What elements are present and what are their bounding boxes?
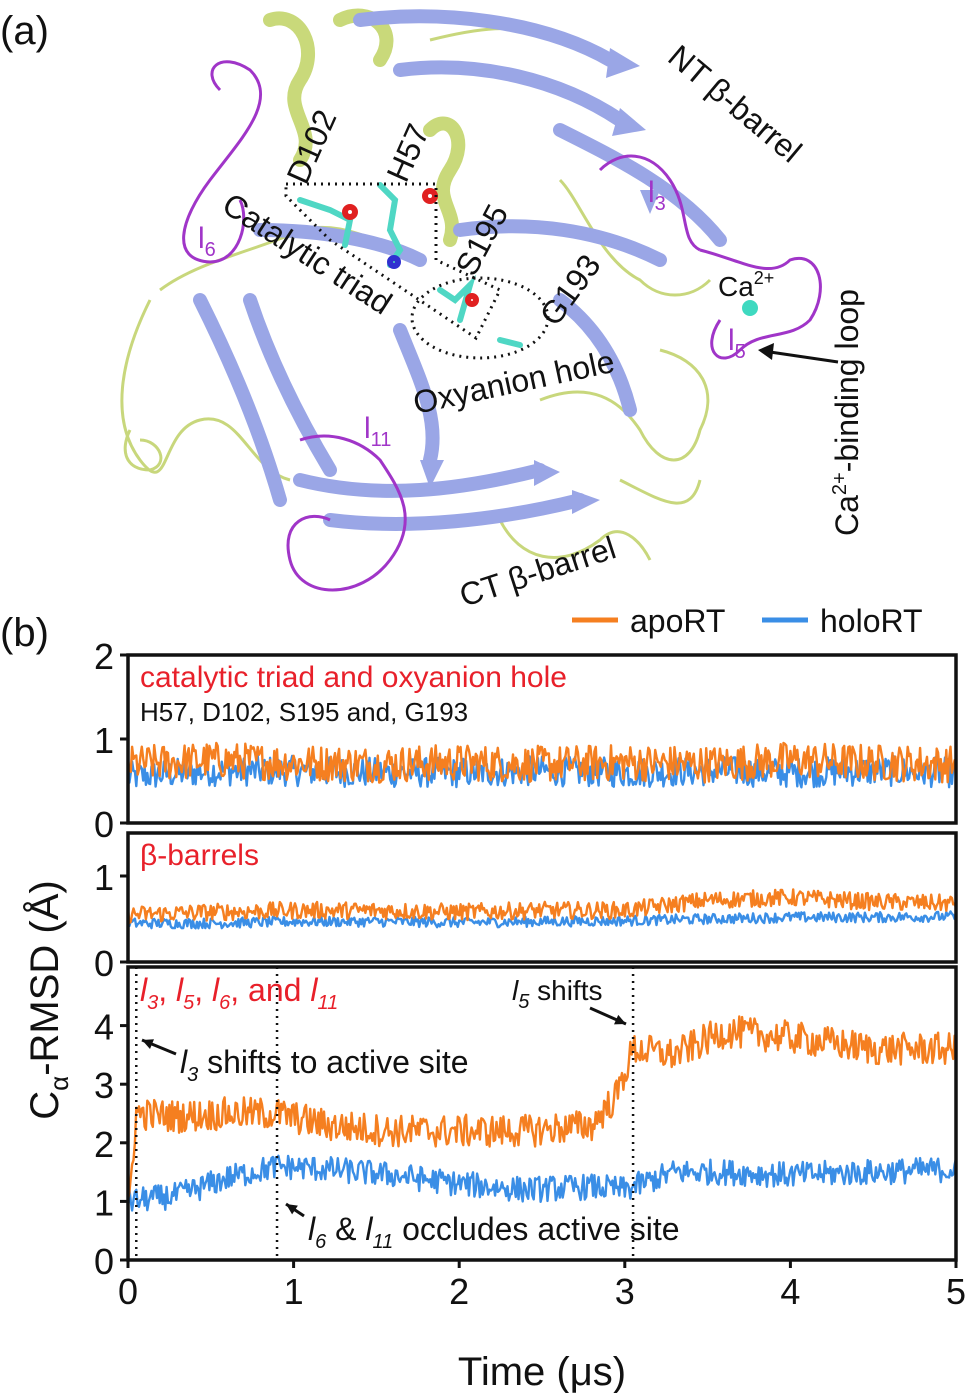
panel-b-chart: (b) apoRT holoRT Cα-RMSD (Å) Time (μs) 0… [0,603,966,1393]
ct-barrel-label: CT β-barrel [455,529,620,613]
oxyanion-hole-label: Oxyanion hole [410,343,618,421]
y-tick-label: 1 [94,720,114,761]
series-holoRT [126,910,958,930]
loops [182,60,822,592]
plot-frame [126,965,958,1262]
legend: apoRT holoRT [572,603,923,639]
ca-loop-arrow [758,343,839,364]
subplot-1: 0 1 2 catalytic triad and oxyanion holeH57,… [94,636,958,845]
s195-label: S195 [448,198,515,281]
ca-binding-loop-label: Ca2+-binding loop [829,289,865,536]
beta-arrowheads [420,48,660,514]
y-tick-label: 0 [94,804,114,845]
coil-strands [120,26,712,561]
x-tick-label: 3 [615,1271,635,1312]
y-tick-label: 1 [94,1182,114,1223]
panel-a-structure: (a) [0,8,865,614]
series-apoRT [126,741,958,784]
annotation-a2: l6 & l11 occludes active site [308,1211,680,1253]
y-tick-label: 0 [94,1241,114,1282]
g193-label: G193 [533,248,608,332]
loop-l5 [699,248,822,360]
series-apoRT [126,888,958,925]
loop-l11 [286,434,407,592]
y-tick-label: 2 [94,1124,114,1165]
l3-label: l3 [648,176,666,215]
subplot-3: 0 1 2 3 4 0 1 2 3 4 5 l3, l5, l6, and l11 l3 shifts … [94,965,966,1312]
y-axis-label: Cα-RMSD (Å) [22,880,74,1119]
x-tick-label: 4 [780,1271,800,1312]
annotation-a3: l5 shifts [512,975,603,1013]
l5-label: l5 [728,324,746,363]
oxyanion-hole-outline [410,276,550,360]
series-holoRT [126,1154,958,1212]
annotation-arrowhead [614,1014,626,1025]
nt-barrel-label: NT β-barrel [662,38,809,170]
x-tick-label: 1 [284,1271,304,1312]
x-tick-label: 5 [946,1271,966,1312]
residue-sticks [297,182,523,348]
loop-l3 [598,154,701,252]
subplot-title: catalytic triad and oxyanion hole [140,661,567,694]
ca-ion-label: Ca2+ [718,268,774,302]
subplot-subtitle: H57, D102, S195 and, G193 [140,697,468,727]
panel-a-label: (a) [0,9,49,53]
legend-label-holo: holoRT [820,603,923,639]
d102-label: D102 [280,104,344,189]
annotation-arrowhead [286,1204,298,1215]
series-apoRT [126,1015,958,1200]
subplot-title: β-barrels [140,839,259,872]
subplot-title: l3, l5, l6, and l11 [140,972,338,1014]
helix [263,8,466,247]
x-tick-label: 2 [449,1271,469,1312]
l6-label: l6 [198,222,216,261]
l11-label: l11 [364,412,391,451]
subplot-2: 0 1 β-barrels [94,831,958,984]
y-tick-label: 4 [94,1007,114,1048]
x-axis-label: Time (μs) [458,1350,626,1393]
beta-strands [193,9,727,531]
annotation-a1: l3 shifts to active site [180,1044,469,1086]
panel-b-label: (b) [0,611,49,655]
legend-label-apo: apoRT [630,603,725,639]
catalytic-triad-outline [284,182,503,341]
annotation-arrowhead [142,1039,154,1049]
plot-frame [126,831,958,964]
y-tick-label: 2 [94,636,114,677]
y-tick-label: 3 [94,1065,114,1106]
loop-l6 [182,60,263,264]
x-tick-label: 0 [118,1271,138,1312]
y-tick-label: 1 [94,857,114,898]
y-tick-label: 0 [94,943,114,984]
calcium-ion [742,300,758,316]
